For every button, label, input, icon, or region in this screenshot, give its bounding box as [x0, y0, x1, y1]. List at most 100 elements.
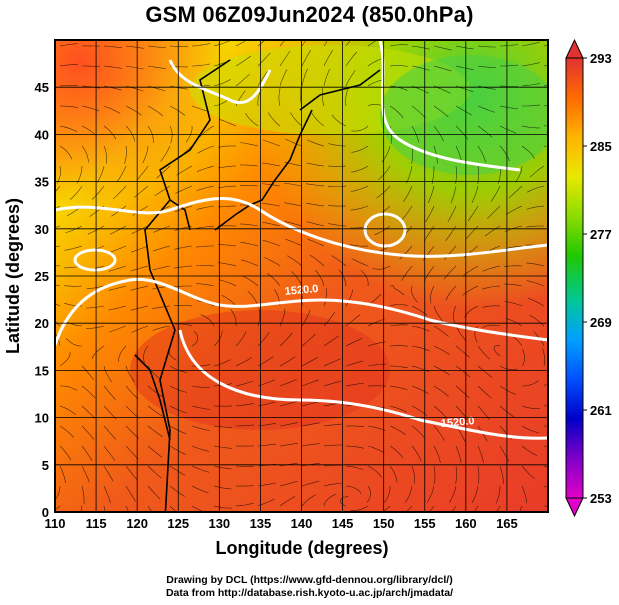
credit-data: Data from http://database.rish.kyoto-u.a…: [165, 587, 454, 599]
streamline: [543, 382, 548, 387]
streamline: [445, 285, 457, 301]
streamline: [345, 338, 363, 347]
streamline: [306, 139, 325, 147]
streamline: [345, 382, 364, 387]
streamline: [477, 445, 484, 464]
streamline: [366, 485, 371, 503]
x-tick-label: 155: [414, 516, 436, 531]
streamline: [433, 105, 449, 118]
streamline: [213, 505, 232, 509]
streamline: [55, 320, 61, 327]
streamline: [323, 68, 331, 87]
coastlines: [134, 59, 381, 512]
streamline: [213, 359, 231, 367]
streamline: [529, 165, 545, 178]
streamline: [328, 143, 347, 147]
streamline: [81, 405, 96, 419]
streamline: [411, 45, 430, 50]
streamline: [453, 305, 457, 324]
colorbar-tick-label: 277: [590, 227, 612, 242]
streamline: [411, 445, 422, 462]
streamline: [103, 365, 112, 383]
streamline: [471, 185, 479, 204]
streamline: [389, 324, 408, 327]
streamline: [477, 345, 491, 360]
streamline: [323, 483, 342, 487]
streamline: [103, 485, 111, 503]
streamline: [291, 271, 303, 287]
streamline: [306, 221, 325, 227]
streamline: [235, 380, 254, 387]
streamline: [374, 225, 391, 235]
streamline: [323, 423, 342, 427]
streamline: [197, 145, 215, 154]
streamline: [389, 65, 408, 67]
streamline: [521, 485, 527, 504]
streamline: [152, 245, 171, 252]
streamline: [301, 443, 320, 447]
streamline: [86, 285, 105, 290]
streamline: [301, 50, 311, 67]
streamline: [103, 45, 122, 48]
streamline: [91, 345, 105, 360]
streamline: [70, 185, 83, 200]
streamline: [235, 331, 247, 347]
streamline: [411, 465, 416, 484]
streamline: [147, 425, 163, 437]
streamline: [405, 505, 413, 512]
streamline: [521, 41, 540, 47]
y-tick-labels: 0 5 10 15 20 25 30 35 40 45: [35, 80, 49, 520]
streamline: [351, 125, 369, 132]
streamline: [103, 105, 121, 114]
streamline: [235, 55, 252, 67]
streamline: [455, 365, 471, 378]
streamline: [482, 305, 501, 308]
streamline: [279, 69, 288, 87]
streamline: [367, 318, 385, 327]
streamline: [411, 285, 418, 303]
streamline: [309, 254, 325, 267]
streamline: [433, 125, 444, 142]
streamline: [338, 269, 347, 287]
streamline: [130, 285, 149, 291]
streamline: [64, 320, 83, 327]
streamline: [306, 202, 325, 207]
streamline: [462, 285, 479, 296]
y-tick-label: 30: [35, 222, 49, 237]
x-tick-labels: 110 115 120 125 130 135 140 145 150 155 160 165: [45, 516, 518, 531]
y-axis-title: Latitude (degrees): [3, 198, 23, 354]
streamline: [367, 363, 386, 367]
streamline: [55, 505, 61, 511]
streamline: [147, 65, 166, 69]
streamline: [389, 365, 408, 369]
streamline: [360, 270, 369, 287]
streamline: [389, 285, 405, 296]
x-tick-label: 135: [250, 516, 272, 531]
streamline: [103, 145, 107, 164]
streamline: [345, 314, 361, 327]
streamline: [450, 185, 457, 204]
streamline: [411, 385, 429, 394]
streamline: [322, 88, 325, 107]
y-tick-label: 35: [35, 175, 49, 190]
colorbar: 293 285 277 269 261 253: [565, 38, 612, 518]
streamline: [59, 445, 72, 461]
streamline: [378, 165, 391, 180]
streamline: [455, 385, 470, 399]
streamline: [173, 285, 192, 288]
streamline: [499, 105, 518, 110]
colorbar-tick-label: 293: [590, 51, 612, 66]
streamline: [279, 442, 298, 447]
x-tick-label: 150: [373, 516, 395, 531]
streamline: [125, 365, 135, 382]
streamline: [81, 485, 85, 504]
streamline: [103, 465, 114, 482]
streamline: [499, 125, 517, 134]
streamline: [290, 112, 303, 127]
streamline: [504, 301, 523, 307]
streamline: [55, 303, 61, 307]
streamline: [499, 465, 504, 484]
streamline: [125, 385, 139, 400]
streamline: [196, 185, 215, 191]
streamline: [60, 385, 78, 391]
